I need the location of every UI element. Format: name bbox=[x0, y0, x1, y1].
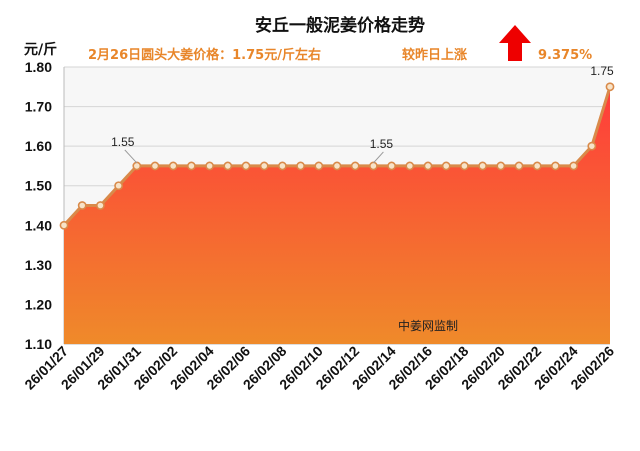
data-label: 1.55 bbox=[111, 135, 135, 149]
y-tick-label: 1.50 bbox=[25, 178, 52, 194]
x-axis-ticks: 26/01/2726/01/2926/01/3126/02/0226/02/04… bbox=[21, 343, 617, 393]
data-label: 1.55 bbox=[370, 137, 394, 151]
data-point bbox=[186, 161, 196, 171]
price-area bbox=[64, 86, 610, 345]
y-tick-label: 1.40 bbox=[25, 217, 52, 233]
data-point bbox=[114, 181, 123, 191]
data-point bbox=[605, 82, 615, 92]
data-point bbox=[496, 161, 506, 171]
subtitle-change: 较昨日上涨 bbox=[402, 47, 467, 63]
data-point bbox=[296, 161, 305, 171]
y-tick-label: 1.80 bbox=[25, 59, 52, 75]
data-point bbox=[259, 161, 269, 171]
up-arrow-icon bbox=[499, 25, 531, 61]
y-tick-label: 1.20 bbox=[25, 296, 52, 312]
data-point bbox=[423, 161, 433, 171]
data-label: 1.75 bbox=[590, 64, 614, 78]
data-point bbox=[569, 161, 578, 171]
data-point bbox=[223, 161, 233, 171]
data-point bbox=[132, 161, 142, 171]
data-point bbox=[387, 161, 396, 171]
data-point bbox=[587, 141, 597, 151]
data-point bbox=[551, 161, 560, 171]
data-point bbox=[205, 161, 214, 171]
data-point bbox=[241, 161, 251, 171]
data-point bbox=[514, 161, 524, 171]
data-point bbox=[150, 161, 160, 171]
data-point bbox=[459, 161, 469, 171]
data-point bbox=[405, 161, 415, 171]
data-point bbox=[350, 161, 360, 171]
data-point bbox=[332, 161, 342, 171]
data-point bbox=[478, 161, 487, 171]
y-tick-label: 1.10 bbox=[25, 336, 52, 352]
y-unit-label: 元/斤 bbox=[24, 41, 57, 58]
chart-title: 安丘一般泥姜价格走势 bbox=[255, 15, 425, 36]
y-tick-label: 1.60 bbox=[25, 138, 52, 154]
data-label-leader bbox=[124, 149, 138, 164]
data-point bbox=[368, 161, 378, 171]
data-point bbox=[441, 161, 451, 171]
data-markers bbox=[59, 82, 615, 230]
subtitle-price: 2月26日圆头大姜价格：1.75元/斤左右 bbox=[88, 47, 321, 63]
data-labels: 1.55 1.55 1.75 bbox=[111, 64, 614, 164]
data-point bbox=[168, 161, 178, 171]
data-point bbox=[59, 220, 69, 230]
data-point bbox=[77, 201, 87, 210]
watermark: 中姜网监制 bbox=[398, 318, 458, 333]
data-point bbox=[277, 161, 287, 171]
subtitle-change-pct: 9.375% bbox=[538, 48, 592, 63]
data-point bbox=[532, 161, 542, 171]
data-point bbox=[314, 161, 324, 171]
data-point bbox=[96, 201, 105, 210]
y-tick-label: 1.30 bbox=[25, 257, 52, 273]
y-axis-ticks: 1.10 1.20 1.30 1.40 1.50 1.60 1.70 1.80 bbox=[25, 59, 52, 352]
y-tick-label: 1.70 bbox=[25, 99, 52, 115]
data-label-leader bbox=[373, 151, 384, 164]
